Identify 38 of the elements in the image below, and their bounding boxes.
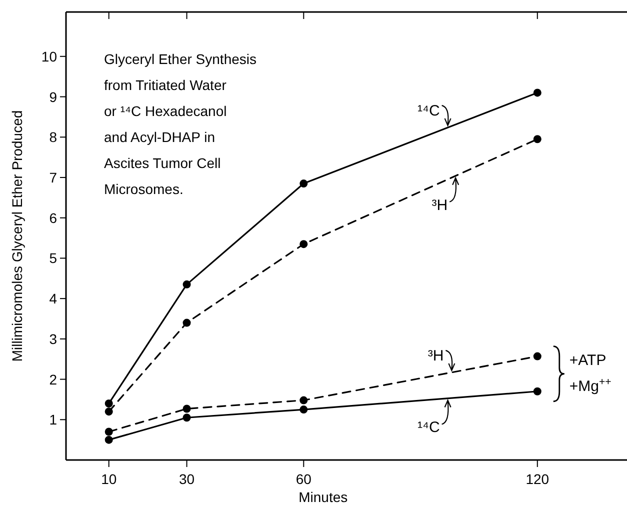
point	[300, 406, 308, 414]
x-tick-label: 60	[296, 471, 312, 487]
point	[182, 318, 191, 327]
annotation: ³H	[428, 347, 444, 364]
x-axis-title: Minutes	[298, 489, 348, 505]
y-tick-label: 5	[49, 250, 58, 266]
point	[182, 414, 191, 422]
y-tick-label: 10	[41, 48, 58, 64]
point	[300, 396, 308, 404]
annotation: +ATP +Mg$^{++}$	[569, 352, 612, 395]
x-tick-label: 120	[526, 471, 550, 487]
annotation: ¹⁴C	[418, 102, 440, 120]
point	[533, 352, 542, 360]
y-tick-label: 6	[49, 210, 58, 226]
point	[104, 408, 113, 416]
y-tick-label: 9	[49, 88, 58, 105]
y-tick-label: 2	[49, 371, 58, 388]
point	[182, 280, 191, 288]
point	[104, 436, 113, 444]
annotation: ¹⁴C	[418, 419, 440, 436]
point	[300, 180, 308, 188]
y-tick-label: 8	[49, 129, 58, 146]
annotation: ³H	[432, 196, 448, 214]
y-axis-title: Millimicromoles Glyceryl Ether Produced	[9, 110, 25, 362]
y-tick-label: 4	[49, 290, 58, 307]
point	[533, 88, 542, 97]
x-tick-label: 30	[178, 471, 195, 487]
point	[533, 135, 542, 144]
point	[182, 404, 191, 413]
y-tick-label: 3	[49, 330, 58, 347]
y-tick-label: 1	[49, 412, 58, 428]
point	[300, 240, 308, 248]
x-tick-label: 10	[101, 471, 117, 487]
point	[104, 428, 113, 436]
text: Glyceryl Ether Synthesis from Tritiated Water or ¹⁴C Hexadecanol and Acyl-DHAP in Ascites Tumor Cell Microsomes.	[104, 51, 256, 197]
point	[104, 399, 113, 408]
y-tick-label: 7	[49, 169, 58, 186]
point	[533, 387, 542, 396]
